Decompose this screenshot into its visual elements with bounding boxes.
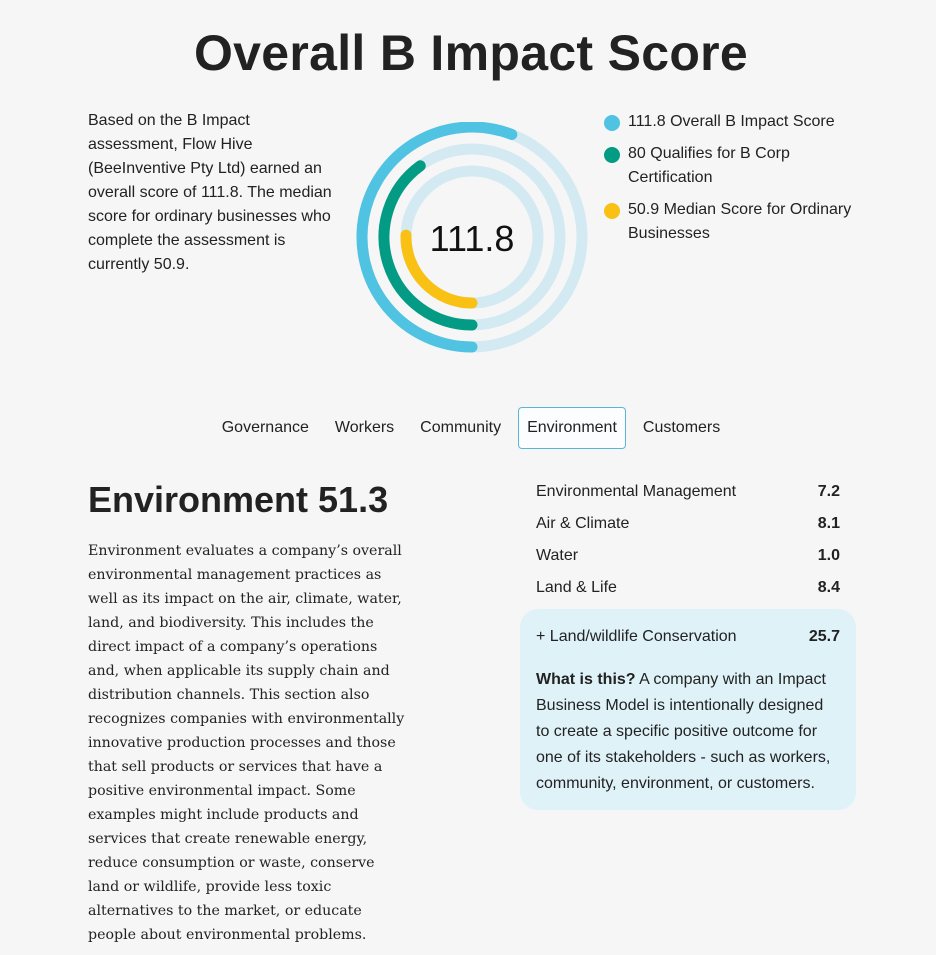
score-label: Air & Climate: [536, 515, 630, 532]
tab-workers[interactable]: Workers: [334, 419, 395, 436]
environment-score-list: Environmental Management 7.2 Air & Clima…: [536, 480, 840, 608]
tab-customers[interactable]: Customers: [642, 419, 721, 436]
score-summary: Based on the B Impact assessment, Flow H…: [88, 112, 332, 273]
legend-item-median: 50.9 Median Score for Ordinary Businesse…: [604, 198, 866, 246]
legend-label: 111.8 Overall B Impact Score: [628, 113, 835, 130]
info-question: What is this?: [536, 671, 636, 688]
legend-label: 50.9 Median Score for Ordinary Businesse…: [628, 201, 852, 242]
score-row-air-climate: Air & Climate 8.1: [536, 512, 840, 544]
legend-item-overall: 111.8 Overall B Impact Score: [604, 110, 866, 134]
score-value: 1.0: [817, 547, 840, 564]
gauge-arc-median: [400, 229, 478, 309]
legend-dot-icon: [604, 115, 620, 131]
environment-heading: Environment 51.3: [88, 479, 389, 520]
score-row-water: Water 1.0: [536, 544, 840, 576]
score-gauge: 111.8: [350, 122, 594, 366]
legend-label: 80 Qualifies for B Corp Certification: [628, 145, 790, 186]
gauge-rings: [356, 122, 588, 353]
score-label: Land & Life: [536, 579, 617, 596]
score-value: 8.1: [817, 515, 840, 532]
score-row-environmental-management: Environmental Management 7.2: [536, 480, 840, 512]
score-row-land-life: Land & Life 8.4: [536, 576, 840, 608]
page-title: Overall B Impact Score: [193, 25, 749, 81]
impact-area-tabs: Governance Workers Community Environment…: [0, 407, 936, 449]
legend-dot-icon: [604, 147, 620, 163]
gauge-center-value: 111.8: [429, 218, 515, 259]
score-value: 8.4: [817, 579, 840, 596]
gauge-arc-overall: [356, 122, 518, 353]
gauge-arc-qualifies: [378, 160, 478, 331]
score-label: Environmental Management: [536, 483, 737, 500]
environment-description: Environment evaluates a company’s overal…: [88, 543, 405, 943]
tab-governance[interactable]: Governance: [221, 419, 309, 436]
impact-model-value: 25.7: [808, 628, 840, 645]
legend-dot-icon: [604, 203, 620, 219]
score-value: 7.2: [817, 483, 840, 500]
score-legend: 111.8 Overall B Impact Score 80 Qualifie…: [604, 110, 866, 254]
info-explanation: A company with an Impact Business Model …: [536, 671, 831, 792]
tab-environment[interactable]: Environment: [518, 407, 626, 449]
legend-item-qualifies: 80 Qualifies for B Corp Certification: [604, 142, 866, 190]
tab-community[interactable]: Community: [420, 419, 502, 436]
impact-model-row[interactable]: + Land/wildlife Conservation 25.7: [536, 625, 840, 649]
impact-model-explanation: What is this? A company with an Impact B…: [536, 667, 840, 797]
score-label: Water: [536, 547, 579, 564]
impact-model-label: + Land/wildlife Conservation: [536, 628, 737, 645]
impact-business-model-box: + Land/wildlife Conservation 25.7 What i…: [520, 609, 856, 810]
